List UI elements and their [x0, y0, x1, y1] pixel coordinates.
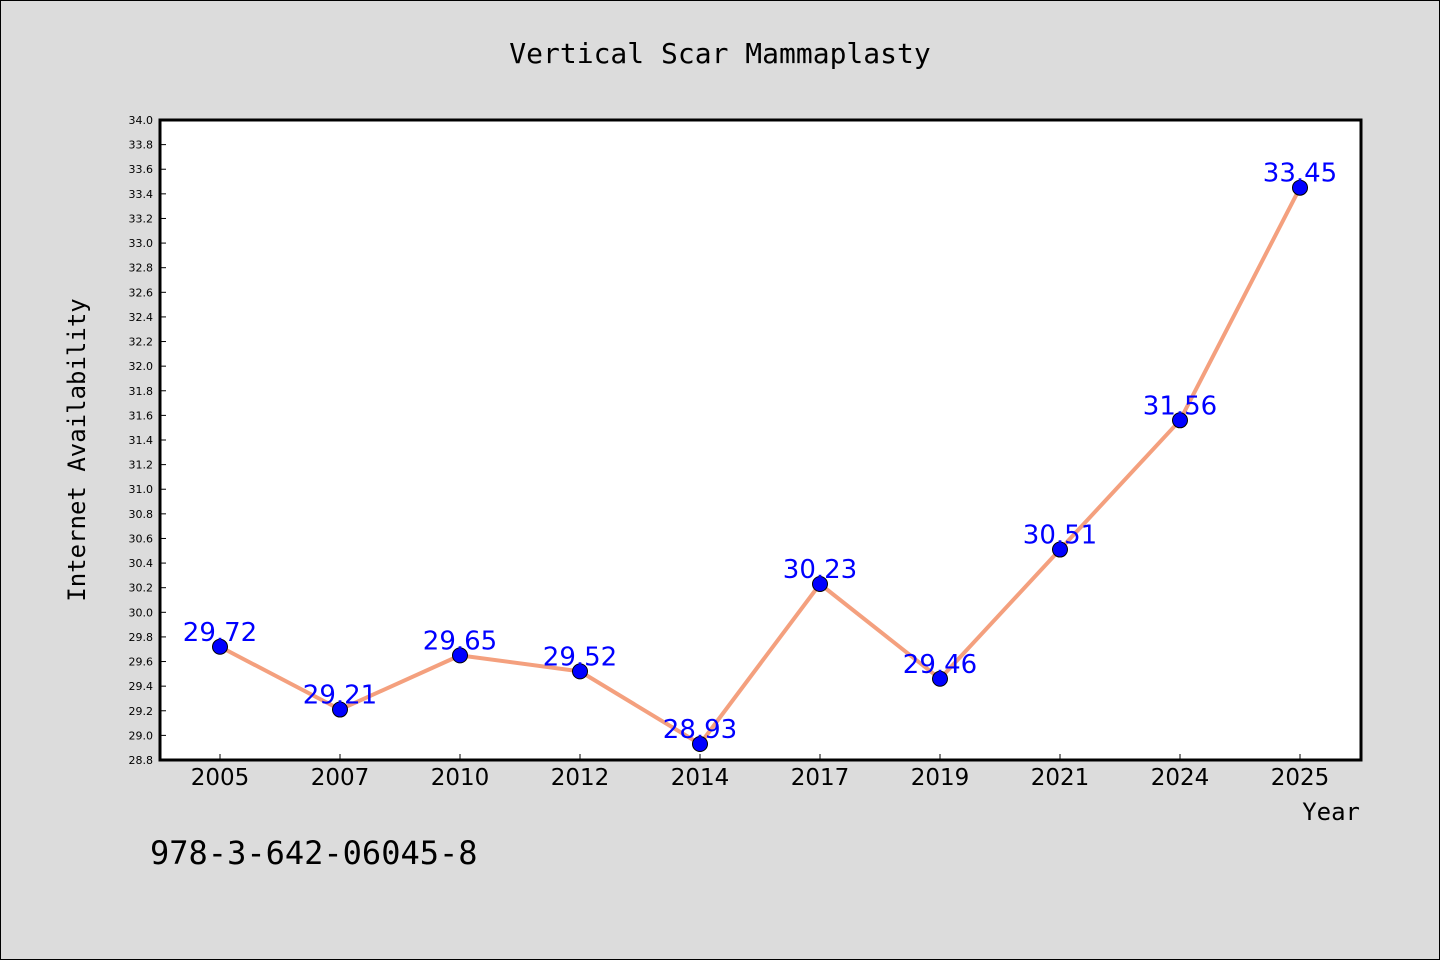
- data-labels: 29.72 29.21 29.65 29.52 28.93 30.23 29.46 30.51…: [183, 159, 1337, 745]
- y-tick-label: 34.0: [129, 114, 154, 127]
- isbn-annotation: 978-3-642-06045-8: [150, 834, 478, 872]
- y-axis-ticks: 28.8 29.0 29.2 29.4 29.6 29.8 30.0 30.2 30.4 30.6…: [129, 114, 166, 767]
- y-tick-label: 30.2: [129, 582, 154, 595]
- y-tick-label: 33.8: [129, 139, 154, 152]
- y-tick-label: 31.4: [129, 434, 154, 447]
- data-point: [332, 701, 348, 718]
- x-tick-label: 2007: [311, 765, 370, 791]
- data-point: [572, 663, 588, 680]
- y-tick-label: 29.6: [129, 656, 154, 669]
- chart-title: Vertical Scar Mammaplasty: [509, 37, 930, 70]
- y-tick-label: 31.8: [129, 385, 154, 398]
- data-point: [692, 736, 708, 752]
- data-label: 29.72: [183, 618, 257, 648]
- x-tick-label: 2005: [191, 765, 250, 791]
- y-tick-label: 28.8: [129, 754, 154, 767]
- data-point: [1292, 179, 1308, 196]
- x-tick-label: 2019: [911, 765, 970, 791]
- y-tick-label: 32.6: [129, 286, 154, 299]
- y-tick-label: 33.4: [129, 188, 154, 201]
- data-point: [1052, 541, 1068, 558]
- x-tick-label: 2024: [1151, 765, 1210, 791]
- y-tick-label: 31.6: [129, 409, 154, 422]
- data-label: 29.46: [903, 650, 977, 680]
- y-tick-label: 30.4: [129, 557, 154, 570]
- y-tick-label: 30.0: [129, 606, 154, 619]
- y-tick-label: 33.0: [129, 237, 154, 250]
- data-point: [932, 670, 948, 687]
- data-label: 29.65: [423, 626, 497, 656]
- data-label: 28.93: [663, 715, 737, 745]
- y-tick-label: 29.8: [129, 631, 154, 644]
- y-tick-label: 32.0: [129, 360, 154, 373]
- y-tick-label: 29.0: [129, 729, 154, 742]
- x-axis-label: Year: [1302, 798, 1360, 826]
- y-tick-label: 32.2: [129, 336, 154, 349]
- x-tick-label: 2014: [671, 765, 730, 791]
- x-tick-label: 2025: [1271, 765, 1330, 791]
- y-tick-label: 30.6: [129, 532, 154, 545]
- x-axis-ticks: 2005 2007 2010 2012 2014 2017 2019 2021 2024 2025: [191, 754, 1330, 791]
- y-tick-label: 32.8: [129, 262, 154, 275]
- x-tick-label: 2012: [551, 765, 610, 791]
- data-label: 30.23: [783, 555, 857, 585]
- y-axis-label: Internet Availability: [63, 298, 91, 601]
- data-point: [1172, 412, 1188, 429]
- data-label: 30.51: [1023, 521, 1097, 551]
- y-tick-label: 31.0: [129, 483, 154, 496]
- series-markers: [212, 179, 1308, 752]
- y-tick-label: 30.8: [129, 508, 154, 521]
- data-point: [452, 647, 468, 664]
- data-label: 33.45: [1263, 159, 1337, 189]
- y-tick-label: 31.2: [129, 459, 154, 472]
- y-tick-label: 32.4: [129, 311, 154, 324]
- y-tick-label: 29.4: [129, 680, 154, 693]
- x-tick-label: 2017: [791, 765, 850, 791]
- plot-border: [158, 118, 1363, 762]
- data-point: [812, 576, 828, 592]
- data-point: [212, 638, 228, 655]
- y-tick-label: 33.2: [129, 212, 154, 225]
- series-line: [219, 186, 1302, 746]
- y-tick-label: 29.2: [129, 705, 154, 718]
- x-tick-label: 2010: [431, 765, 490, 791]
- x-tick-label: 2021: [1031, 765, 1090, 791]
- data-label: 31.56: [1143, 391, 1217, 421]
- data-label: 29.52: [543, 642, 617, 672]
- y-tick-label: 33.6: [129, 163, 154, 176]
- data-label: 29.21: [303, 681, 377, 711]
